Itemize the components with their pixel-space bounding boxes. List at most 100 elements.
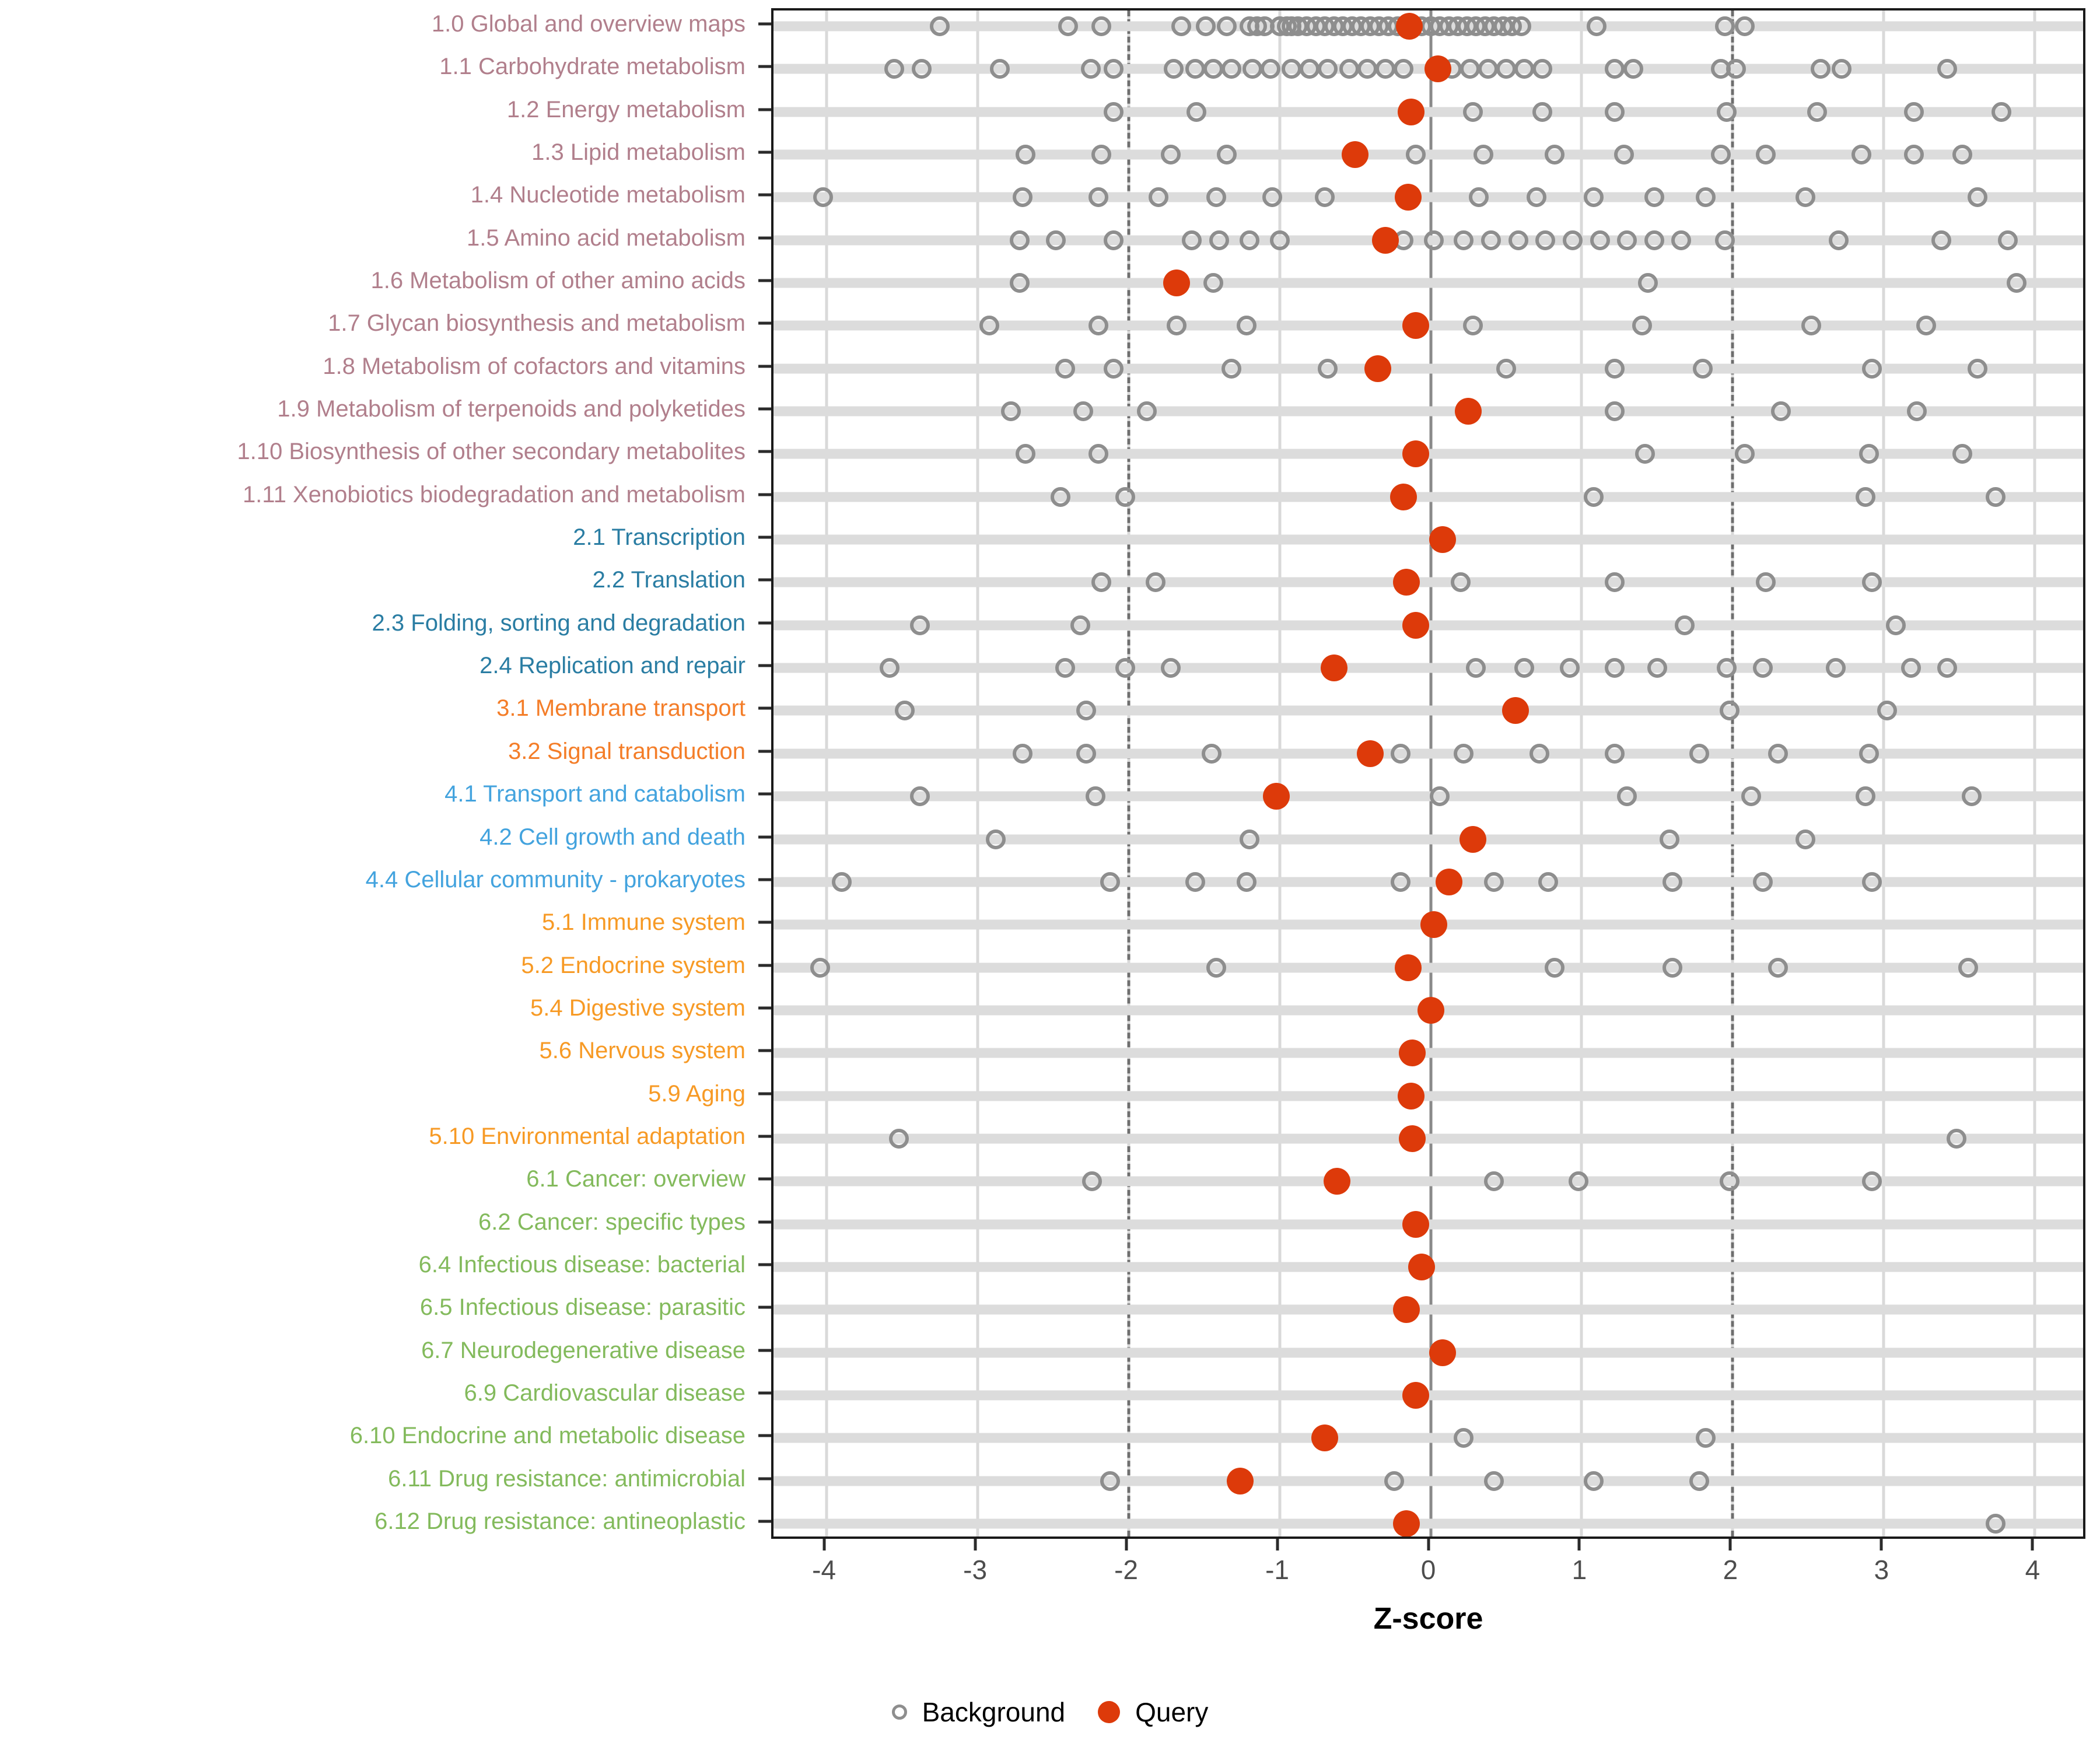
row-band	[774, 1133, 2083, 1144]
background-point	[1904, 102, 1924, 122]
x-axis-tick-label: 4	[2025, 1555, 2041, 1585]
background-point	[1662, 957, 1682, 978]
background-point	[1088, 187, 1108, 208]
query-point	[1399, 1040, 1426, 1067]
background-marker-icon	[891, 1704, 907, 1720]
background-point	[1662, 872, 1682, 892]
background-point	[1514, 59, 1535, 79]
x-axis-tick-label: 1	[1572, 1555, 1587, 1585]
y-axis-tick-label: 4.1 Transport and catabolism	[444, 781, 746, 807]
query-point	[1435, 868, 1462, 895]
background-point	[1532, 59, 1553, 79]
background-point	[1861, 358, 1882, 379]
x-gridline	[1580, 10, 1583, 1536]
y-axis-tick-mark	[758, 22, 771, 26]
y-axis-tick-mark	[758, 236, 771, 240]
background-point	[1535, 230, 1556, 250]
y-axis-tick-label: 2.3 Folding, sorting and degradation	[372, 610, 746, 636]
background-point	[1753, 872, 1773, 892]
background-point	[813, 187, 834, 208]
background-point	[1161, 658, 1181, 678]
background-point	[1526, 187, 1546, 208]
background-point	[911, 59, 932, 79]
row-band	[774, 1348, 2083, 1358]
row-band	[774, 278, 2083, 288]
background-point	[1695, 187, 1716, 208]
y-axis-tick-label: 1.4 Nucleotide metabolism	[470, 182, 746, 208]
background-point	[910, 786, 930, 807]
query-point	[1393, 569, 1420, 596]
background-point	[1103, 358, 1124, 379]
y-axis-tick-label: 3.2 Signal transduction	[508, 738, 746, 764]
background-point	[831, 872, 852, 892]
y-axis-tick-label: 1.1 Carbohydrate metabolism	[439, 54, 746, 80]
x-axis-tick-label: -3	[963, 1555, 988, 1585]
query-point	[1393, 1296, 1420, 1324]
background-point	[1484, 1171, 1504, 1192]
background-point	[1937, 658, 1958, 678]
x-axis-tick-label: -1	[1265, 1555, 1289, 1585]
y-axis-tick-mark	[758, 279, 771, 282]
background-point	[1768, 957, 1788, 978]
x-axis-tick-mark	[822, 1539, 826, 1550]
background-point	[1644, 187, 1664, 208]
background-point	[1671, 230, 1692, 250]
x-gridline	[2033, 10, 2036, 1536]
background-point	[1496, 358, 1516, 379]
y-axis-tick-mark	[758, 664, 771, 667]
y-axis-tick-label: 6.10 Endocrine and metabolic disease	[349, 1423, 746, 1449]
background-point	[1080, 59, 1101, 79]
x-gridline	[1882, 10, 1885, 1536]
background-point	[1474, 145, 1494, 165]
background-point	[1463, 316, 1483, 336]
background-point	[1149, 187, 1169, 208]
background-point	[1801, 316, 1822, 336]
y-axis-tick-mark	[758, 1049, 771, 1052]
x-gridline	[825, 10, 828, 1536]
x-axis-tick-label: -2	[1114, 1555, 1139, 1585]
background-point	[2007, 273, 2027, 293]
background-point	[1239, 829, 1259, 849]
y-axis-tick-label: 1.0 Global and overview maps	[431, 11, 746, 37]
query-point	[1356, 740, 1384, 767]
background-point	[1076, 743, 1097, 764]
background-point	[1451, 572, 1471, 593]
y-axis-tick-mark	[758, 1220, 771, 1224]
row-band	[774, 1518, 2083, 1529]
background-point	[1136, 401, 1157, 422]
background-point	[1997, 230, 2018, 250]
reference-line-dashed	[1731, 10, 1734, 1536]
background-point	[1768, 743, 1788, 764]
background-point	[1605, 401, 1625, 422]
background-point	[1720, 701, 1740, 721]
background-point	[1070, 615, 1090, 635]
background-point	[1807, 102, 1828, 122]
background-point	[1946, 1128, 1966, 1149]
background-point	[1260, 59, 1280, 79]
query-point	[1402, 440, 1429, 468]
background-point	[1638, 273, 1658, 293]
query-point	[1420, 911, 1447, 939]
background-point	[1856, 786, 1876, 807]
background-point	[910, 615, 930, 635]
background-point	[1393, 59, 1413, 79]
background-point	[1339, 59, 1359, 79]
y-axis-tick-label: 5.2 Endocrine system	[521, 952, 746, 978]
background-point	[1831, 59, 1852, 79]
background-point	[1992, 102, 2012, 122]
background-point	[1460, 59, 1480, 79]
y-axis-tick-label: 4.4 Cellular community - prokaryotes	[365, 866, 746, 892]
x-axis-tick-mark	[1577, 1539, 1581, 1550]
query-point	[1394, 184, 1422, 211]
x-axis-title: Z-score	[1373, 1602, 1483, 1636]
y-axis-tick-mark	[758, 65, 771, 68]
background-point	[1901, 658, 1921, 678]
background-point	[1544, 957, 1564, 978]
x-axis-tick-mark	[2031, 1539, 2034, 1550]
background-point	[1569, 1171, 1589, 1192]
background-point	[1538, 872, 1559, 892]
background-point	[1605, 358, 1625, 379]
x-axis-tick-label: 0	[1420, 1555, 1436, 1585]
x-axis-tick-mark	[1427, 1539, 1430, 1550]
background-point	[1795, 829, 1815, 849]
